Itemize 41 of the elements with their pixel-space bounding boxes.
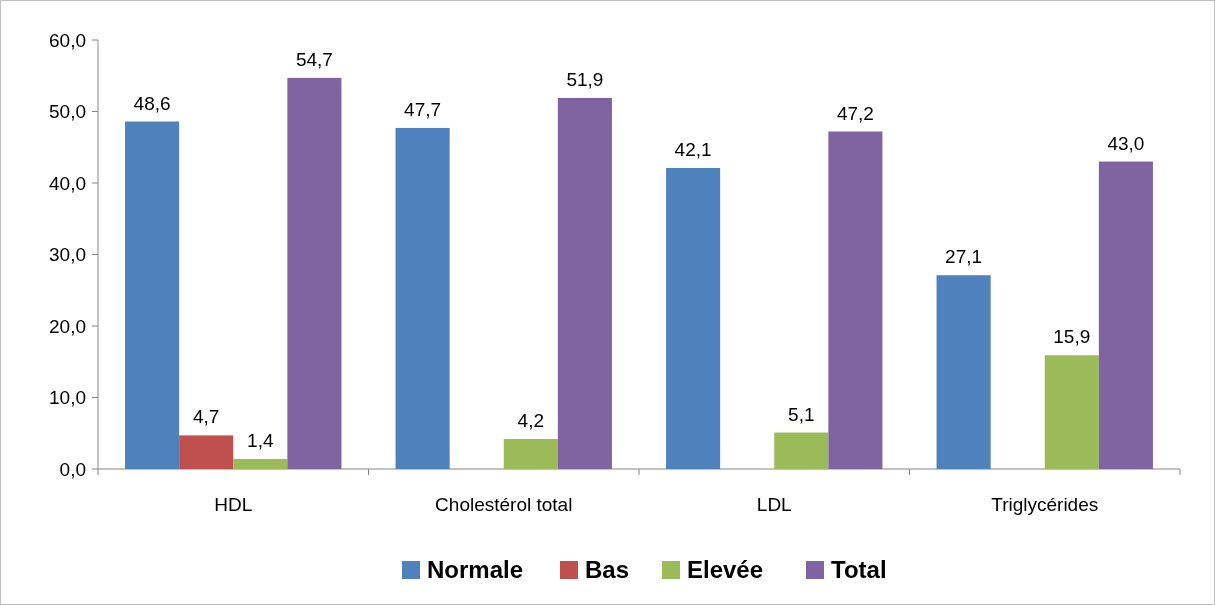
x-tick-label: LDL	[756, 494, 792, 515]
y-tick-label: 60,0	[49, 29, 86, 51]
bar	[557, 97, 612, 469]
data-label: 51,9	[566, 68, 604, 90]
data-label: 5,1	[788, 403, 815, 425]
data-label: 1,4	[247, 429, 274, 451]
data-label: 27,1	[945, 246, 983, 268]
bar	[828, 131, 883, 469]
bar	[774, 432, 829, 469]
bar	[395, 127, 450, 469]
bar	[179, 435, 234, 469]
data-label: 47,7	[404, 98, 442, 120]
data-label: 54,7	[295, 48, 333, 70]
y-tick-label: 10,0	[49, 387, 86, 409]
data-label: 4,2	[517, 409, 545, 431]
bar	[1044, 355, 1099, 469]
data-label: 42,1	[674, 138, 712, 160]
data-label: 43,0	[1107, 132, 1145, 154]
legend-label: Total	[831, 556, 887, 583]
y-tick-label: 50,0	[49, 101, 86, 123]
x-tick-label: Triglycérides	[991, 494, 1099, 515]
legend-label: Bas	[585, 556, 630, 583]
y-tick-label: 40,0	[49, 172, 86, 194]
data-label: 15,9	[1053, 326, 1091, 348]
data-label: 4,7	[192, 406, 220, 428]
y-tick-label: 20,0	[49, 315, 86, 337]
bar	[233, 458, 288, 469]
x-tick-label: Cholestérol total	[435, 494, 573, 515]
bar	[666, 167, 721, 469]
x-tick-label: HDL	[214, 494, 253, 515]
data-label: 48,6	[133, 92, 171, 114]
bar	[287, 77, 342, 469]
bar	[503, 438, 558, 469]
y-tick-label: 30,0	[49, 244, 86, 266]
bar	[125, 121, 180, 469]
bar	[1098, 161, 1153, 469]
data-label: 47,2	[836, 102, 874, 124]
y-tick-label: 0,0	[59, 458, 86, 480]
bar	[936, 275, 991, 469]
legend-label: Normale	[427, 556, 524, 583]
legend-label: Elevée	[687, 556, 764, 583]
